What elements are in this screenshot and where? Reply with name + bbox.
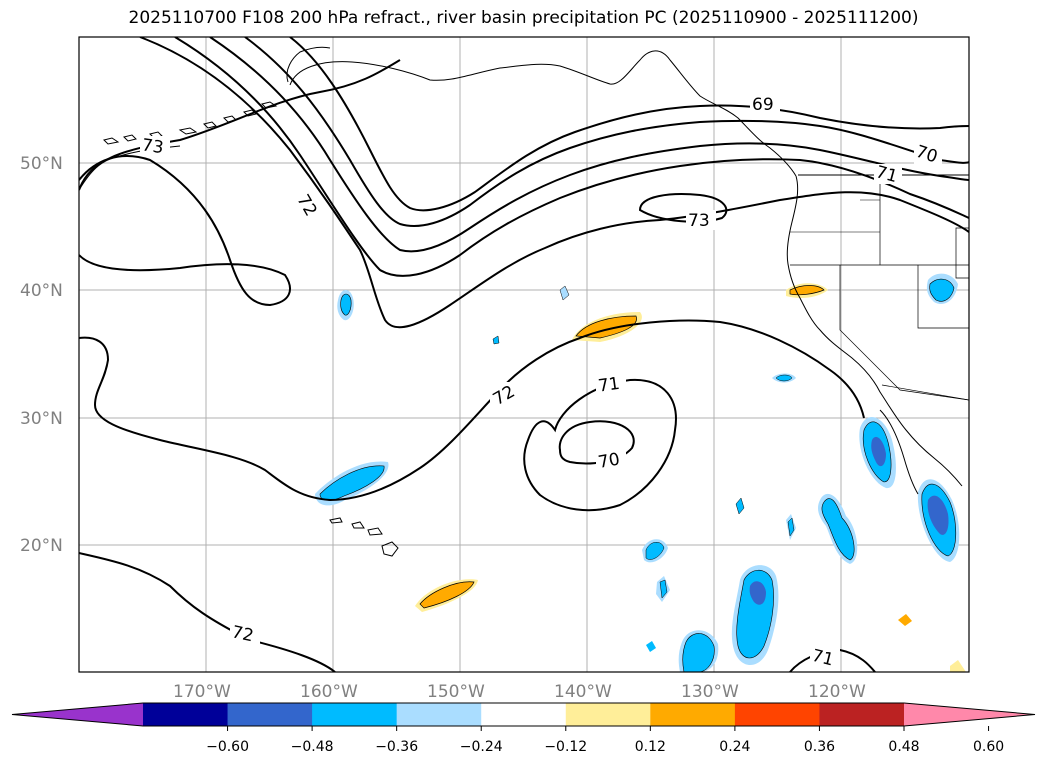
contour-line	[79, 155, 291, 307]
precip-patch-negative	[492, 335, 500, 345]
contour-line	[79, 319, 865, 502]
colorbar-label: 0.24	[719, 739, 750, 755]
contour-line	[209, 37, 969, 253]
lon-label: 120°W	[808, 682, 866, 702]
colorbar-segment	[312, 703, 398, 726]
colorbar-segment	[481, 703, 567, 726]
colorbar-extend-low	[12, 703, 143, 726]
precip-patch-negative	[821, 498, 855, 561]
lon-label: 130°W	[681, 682, 739, 702]
colorbar-label: −0.24	[460, 739, 503, 755]
contour-line	[638, 193, 728, 223]
colorbar-segment	[565, 703, 651, 726]
contour-label: 71	[597, 374, 621, 397]
lon-label: 170°W	[173, 682, 231, 702]
contour-line	[558, 420, 635, 465]
contour-label: 70	[597, 449, 622, 472]
contour-line	[523, 378, 677, 512]
precip-patch-negative	[775, 374, 793, 382]
precip-patch-positive	[419, 581, 475, 609]
colorbar-segment	[143, 703, 229, 726]
colorbar-segment	[650, 703, 736, 726]
colorbar-segment	[819, 703, 905, 726]
precip-patch-negative	[871, 436, 886, 467]
colorbar-outline	[11, 702, 1036, 727]
lon-label: 150°W	[427, 682, 485, 702]
lat-label: 40°N	[20, 281, 63, 301]
precip-patch-negative	[927, 495, 949, 535]
precip-patch-negative	[340, 293, 352, 316]
contour-label: 69	[752, 95, 774, 115]
contour-line	[289, 37, 969, 212]
lon-label: 160°W	[300, 682, 358, 702]
contour-label: 73	[141, 135, 165, 158]
lat-label: 30°N	[20, 409, 63, 429]
lat-label: 50°N	[20, 154, 63, 174]
precip-patch-negative	[645, 542, 665, 560]
colorbar-label: 0.48	[888, 739, 919, 755]
precip-patch-negative	[659, 579, 668, 599]
colorbar-label: 0.12	[635, 739, 666, 755]
contour-label: 72	[230, 622, 255, 646]
lat-labels: 50°N 40°N 30°N 20°N	[20, 154, 63, 556]
precip-patch-negative	[749, 581, 766, 605]
map-title: 2025110700 F108 200 hPa refract., river …	[128, 8, 919, 28]
colorbar-segment	[227, 703, 313, 726]
contour-line	[139, 37, 969, 329]
precip-patch-positive	[950, 660, 966, 672]
colorbar-label: −0.12	[544, 739, 587, 755]
colorbar-extend-high	[904, 703, 1035, 726]
lon-label: 140°W	[554, 682, 612, 702]
map-area	[79, 37, 969, 672]
contours	[79, 37, 969, 672]
precip-patch-positive	[789, 285, 825, 296]
precip-patch-negative	[559, 285, 570, 301]
colorbar-label: 0.60	[973, 739, 1004, 755]
precip-patch-positive	[898, 614, 912, 626]
lat-label: 20°N	[20, 536, 63, 556]
map-border	[78, 36, 970, 673]
colorbar-label: −0.36	[375, 739, 418, 755]
colorbar-label: −0.48	[291, 739, 334, 755]
precip-patch-negative	[682, 633, 715, 672]
colorbar-segment	[734, 703, 820, 726]
contour-line	[79, 552, 336, 672]
precip-patch-negative	[735, 497, 745, 515]
colorbar-segment	[396, 703, 482, 726]
lon-labels: 170°W 160°W 150°W 140°W 130°W 120°W	[173, 682, 866, 702]
precip-patch-negative	[929, 278, 955, 302]
contour-line	[174, 37, 969, 277]
colorbar-label: 0.36	[804, 739, 835, 755]
contour-label: 73	[688, 211, 710, 231]
precip-patch-positive	[575, 315, 637, 339]
contour-line	[244, 37, 969, 227]
colorbar: −0.60 −0.48 −0.36 −0.24 −0.12 0.12 0.24 0.36 0.4…	[11, 702, 1036, 755]
precip-patch-negative	[787, 517, 795, 537]
precip-patch-negative	[646, 641, 656, 652]
colorbar-label: −0.60	[206, 739, 249, 755]
coastlines	[79, 46, 969, 557]
